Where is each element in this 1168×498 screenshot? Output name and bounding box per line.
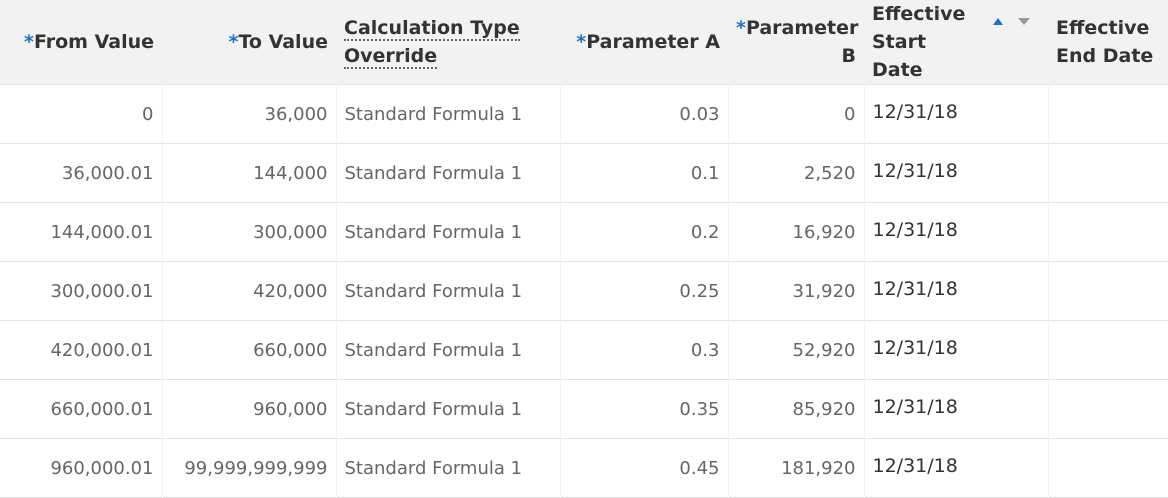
column-header[interactable]: Calculation Type Override (336, 0, 560, 85)
table-row: 660,000.01 960,000 Standard Formula 1 0.35 8… (0, 379, 1168, 439)
column-label: Calculation Type Override (344, 17, 520, 69)
required-marker: * (228, 31, 239, 53)
table-cell: Standard Formula 1 (335, 84, 560, 144)
required-marker: * (736, 17, 746, 39)
table-cell: 0.35 (559, 379, 728, 439)
table-row: 420,000.01 660,000 Standard Formula 1 0.3 52… (0, 320, 1168, 380)
table-cell (1047, 202, 1168, 262)
table-cell: 0.2 (559, 202, 728, 262)
table-body: 0 36,000 Standard Formula 1 0.03 0 12/31/18 36… (0, 84, 1168, 498)
required-marker: * (576, 31, 587, 53)
table-cell: 144,000 (161, 143, 336, 203)
column-label: Effective Start Date (872, 3, 966, 81)
table-cell: 0.3 (559, 320, 728, 380)
table-row: 36,000.01 144,000 Standard Formula 1 0.1 2,5… (0, 143, 1168, 203)
table-cell: 0.25 (559, 261, 728, 321)
sort-ascending[interactable] (993, 18, 1003, 25)
table-cell: 12/31/18 (863, 261, 1048, 321)
column-header[interactable]: *To Value (162, 0, 336, 85)
table-cell: 300,000 (161, 202, 336, 262)
column-label: Parameter A (586, 31, 720, 53)
column-header[interactable]: Effective End Date (1048, 0, 1168, 85)
table-cell: Standard Formula 1 (335, 320, 560, 380)
table-cell: 0.45 (559, 438, 728, 498)
column-header[interactable]: *From Value (0, 0, 162, 85)
table-cell: 12/31/18 (863, 379, 1048, 439)
table-cell: 99,999,999,999 (161, 438, 336, 498)
column-header[interactable]: *Parameter A (560, 0, 728, 85)
table-row: 300,000.01 420,000 Standard Formula 1 0.25 3… (0, 261, 1168, 321)
table-cell: 36,000 (161, 84, 336, 144)
table-cell: 0.03 (559, 84, 728, 144)
column-label: Parameter B (745, 17, 859, 67)
header-row: *From Value *To Value Calculation Type Ove… (0, 0, 1168, 85)
table-cell: Standard Formula 1 (335, 379, 560, 439)
table-cell: Standard Formula 1 (335, 261, 560, 321)
sort-descending[interactable] (1018, 18, 1030, 25)
table-cell: 12/31/18 (863, 438, 1048, 498)
table-cell: 52,920 (727, 320, 864, 380)
table-row: 960,000.01 99,999,999,999 Standard Formula… (0, 438, 1168, 498)
table-cell: 144,000.01 (50, 221, 154, 243)
sort-icons (993, 18, 1030, 25)
table-cell: Standard Formula 1 (335, 438, 560, 498)
table-cell: 31,920 (727, 261, 864, 321)
table-cell: Standard Formula 1 (335, 202, 560, 262)
table-cell (1047, 379, 1168, 439)
table-cell: 960,000 (161, 379, 336, 439)
table-cell (1047, 438, 1168, 498)
table-cell: 12/31/18 (863, 143, 1048, 203)
table-cell: 420,000 (161, 261, 336, 321)
table-cell: 0 (727, 84, 864, 144)
table-row: 144,000.01 300,000 Standard Formula 1 0.2 16… (0, 202, 1168, 262)
table-cell: 660,000.01 (50, 398, 154, 420)
table-cell (1047, 84, 1168, 144)
table-header: *From Value *To Value Calculation Type Ove… (0, 0, 1168, 85)
required-marker: * (24, 31, 34, 53)
table-cell (1047, 261, 1168, 321)
table-cell: 16,920 (727, 202, 864, 262)
table-cell (1047, 320, 1168, 380)
table-cell: Standard Formula 1 (335, 143, 560, 203)
table-cell: 36,000.01 (61, 162, 154, 184)
table-cell: 85,920 (727, 379, 864, 439)
column-header[interactable]: *Parameter B (728, 0, 864, 85)
table-row: 0 36,000 Standard Formula 1 0.03 0 12/31/18 (0, 84, 1168, 144)
column-label: To Value (238, 31, 328, 53)
table-cell: 12/31/18 (863, 202, 1048, 262)
table-cell: 181,920 (727, 438, 864, 498)
table-cell: 0.1 (559, 143, 728, 203)
column-label: From Value (33, 31, 154, 53)
table-cell: 12/31/18 (863, 84, 1048, 144)
column-header[interactable]: Effective Start Date (864, 0, 1048, 85)
table-cell: 2,520 (727, 143, 864, 203)
table-cell: 660,000 (161, 320, 336, 380)
table-cell: 420,000.01 (50, 339, 154, 361)
table-cell: 0 (142, 103, 154, 125)
table-cell: 960,000.01 (50, 457, 154, 479)
table-cell (1047, 143, 1168, 203)
column-label: Effective End Date (1056, 17, 1154, 67)
table-cell: 12/31/18 (863, 320, 1048, 380)
table-cell: 300,000.01 (50, 280, 154, 302)
